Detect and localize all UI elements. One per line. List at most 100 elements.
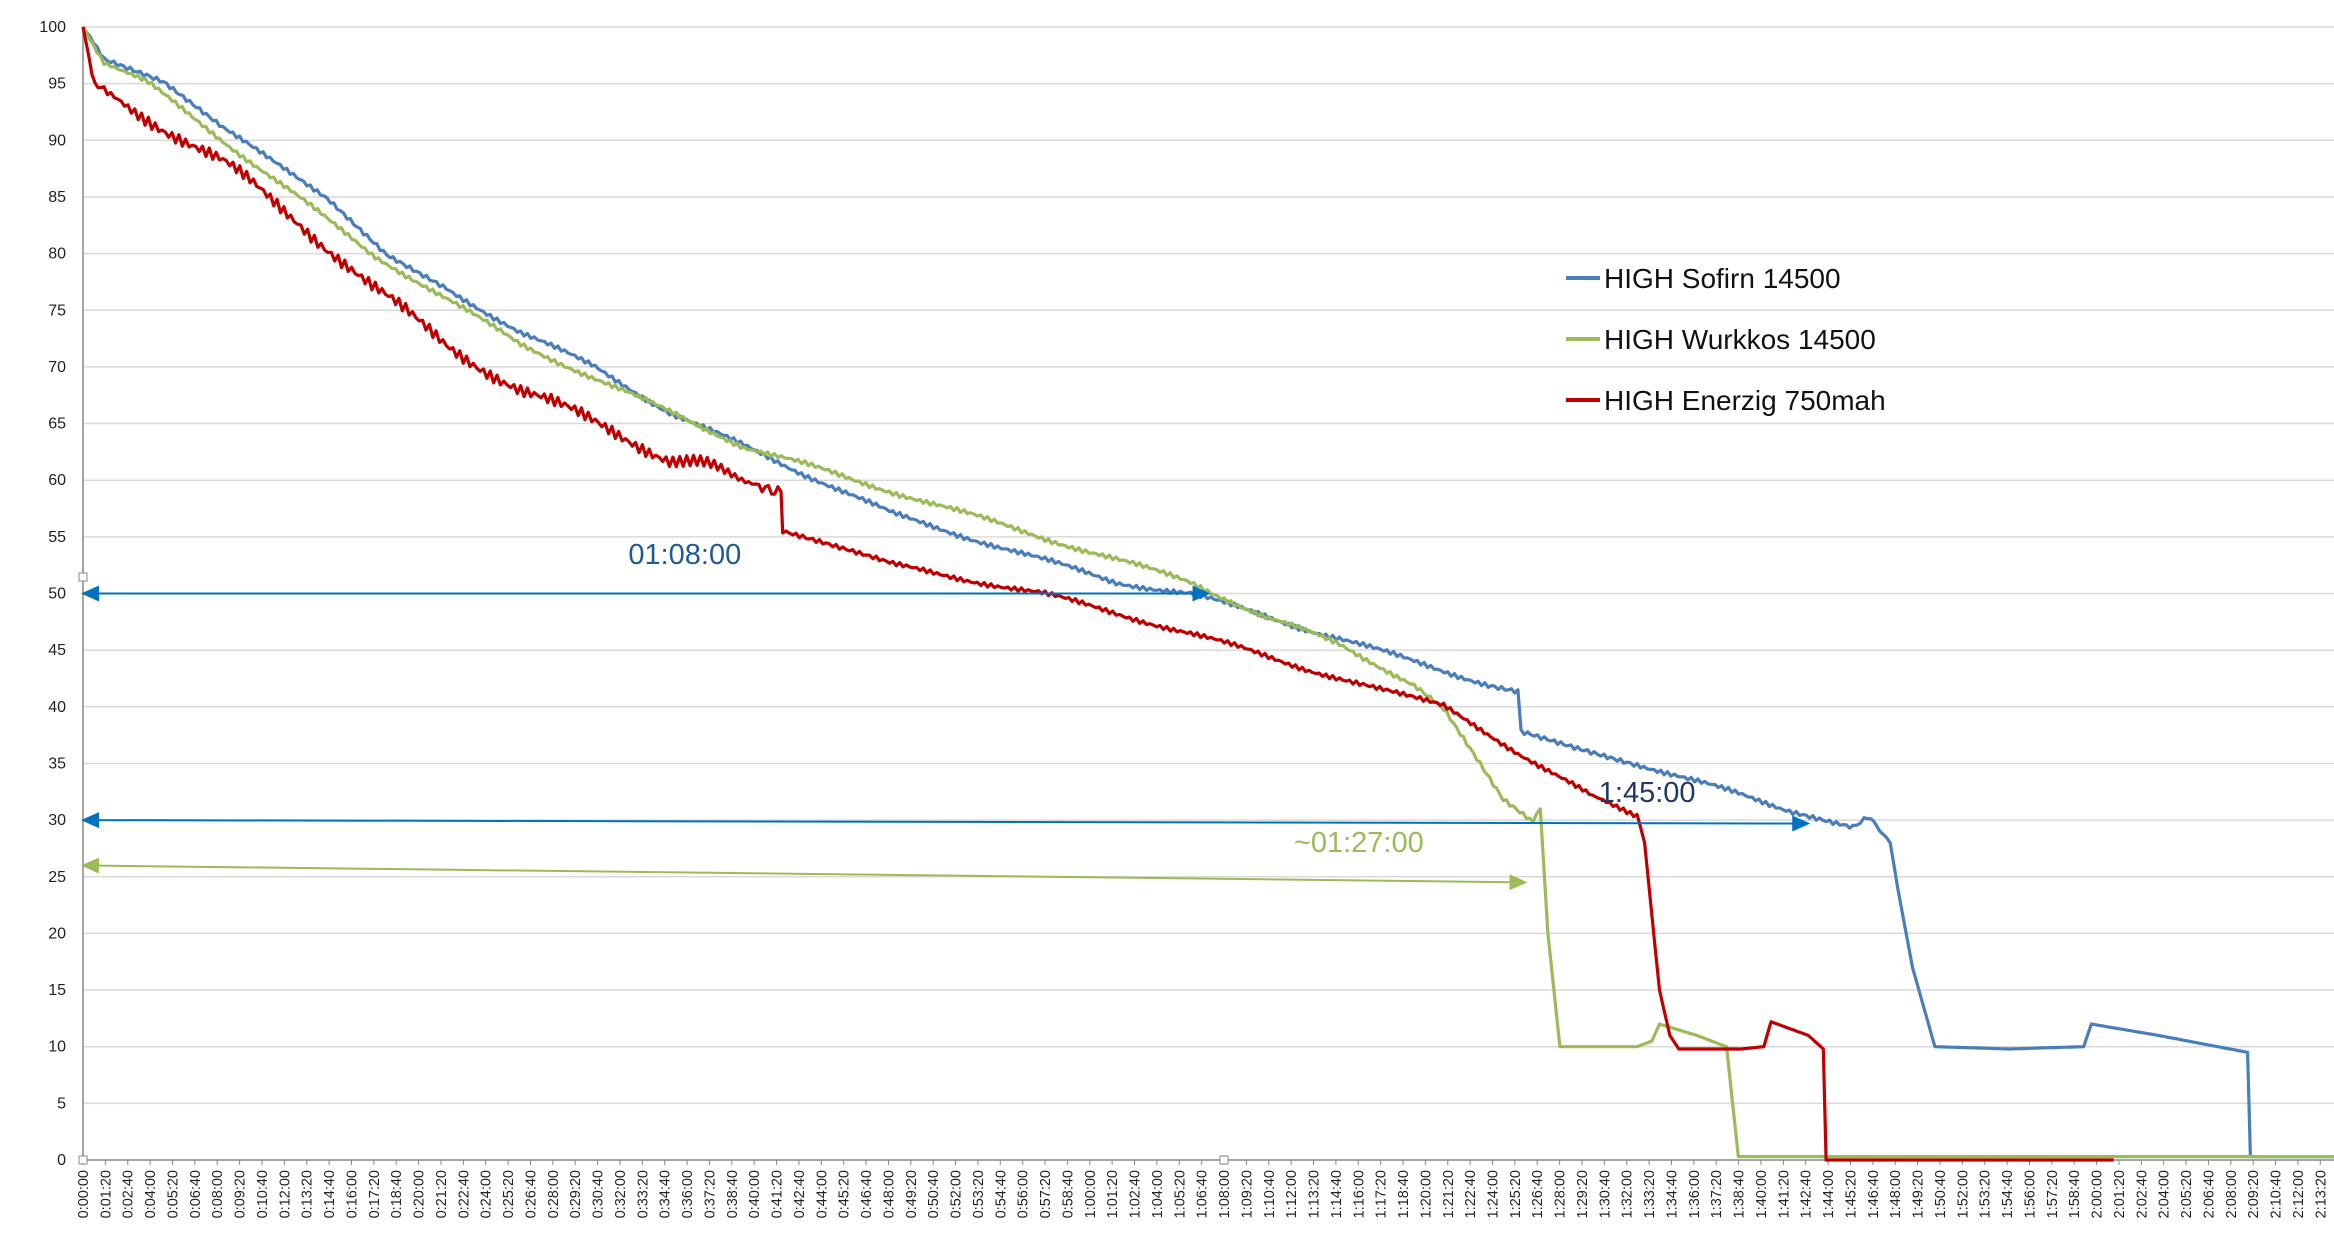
x-tick-label: 1:25:20 [1508, 1170, 1524, 1218]
y-tick-label: 60 [48, 472, 66, 489]
x-tick-label: 1:56:00 [2022, 1170, 2038, 1218]
x-tick-label: 1:58:40 [2067, 1170, 2083, 1218]
x-tick-label: 1:14:40 [1329, 1170, 1345, 1218]
x-tick-label: 1:06:40 [1195, 1170, 1211, 1218]
x-tick-label: 1:10:40 [1262, 1170, 1278, 1218]
x-tick-label: 0:33:20 [635, 1170, 651, 1218]
y-tick-label: 0 [57, 1152, 66, 1169]
x-tick-label: 1:00:00 [1083, 1170, 1099, 1218]
x-tick-label: 0:28:00 [546, 1170, 562, 1218]
x-tick-label: 1:41:20 [1776, 1170, 1792, 1218]
series-line-2 [81, 25, 2334, 1159]
x-tick-label: 1:52:00 [1955, 1170, 1971, 1218]
x-tick-label: 1:34:40 [1664, 1170, 1680, 1218]
x-tick-label: 1:09:20 [1239, 1170, 1255, 1218]
x-tick-label: 2:06:40 [2201, 1170, 2217, 1218]
x-tick-label: 0:21:20 [434, 1170, 450, 1218]
x-tick-label: 0:05:20 [165, 1170, 181, 1218]
x-tick-label: 0:41:20 [770, 1170, 786, 1218]
x-tick-label: 0:30:40 [591, 1170, 607, 1218]
x-tick-label: 0:44:00 [814, 1170, 830, 1218]
x-tick-label: 1:16:00 [1351, 1170, 1367, 1218]
x-tick-label: 1:17:20 [1374, 1170, 1390, 1218]
x-tick-label: 1:33:20 [1642, 1170, 1658, 1218]
x-tick-label: 0:06:40 [188, 1170, 204, 1218]
x-tick-label: 0:48:00 [881, 1170, 897, 1218]
y-tick-label: 85 [48, 189, 66, 206]
x-tick-label: 0:54:40 [993, 1170, 1009, 1218]
x-tick-label: 2:12:00 [2291, 1170, 2307, 1218]
x-tick-label: 1:20:00 [1418, 1170, 1434, 1218]
x-tick-label: 1:38:40 [1732, 1170, 1748, 1218]
x-tick-label: 0:09:20 [233, 1170, 249, 1218]
y-tick-label: 70 [48, 359, 66, 376]
x-tick-label: 1:57:20 [2045, 1170, 2061, 1218]
x-tick-label: 0:57:20 [1038, 1170, 1054, 1218]
y-tick-label: 90 [48, 132, 66, 149]
y-tick-label: 75 [48, 302, 66, 319]
x-tick-label: 1:54:40 [2000, 1170, 2016, 1218]
x-tick-label: 0:16:00 [344, 1170, 360, 1218]
x-tick-label: 1:30:40 [1597, 1170, 1613, 1218]
x-tick-label: 0:42:40 [792, 1170, 808, 1218]
x-tick-label: 1:48:00 [1888, 1170, 1904, 1218]
x-tick-label: 0:17:20 [367, 1170, 383, 1218]
x-tick-label: 0:53:20 [971, 1170, 987, 1218]
series-line-3 [81, 26, 2114, 1162]
x-tick-label: 1:29:20 [1575, 1170, 1591, 1218]
y-tick-label: 30 [48, 812, 66, 829]
x-tick-label: 1:49:20 [1911, 1170, 1927, 1218]
x-tick-label: 0:50:40 [926, 1170, 942, 1218]
legend-label: HIGH Wurkkos 14500 [1604, 324, 1876, 355]
x-tick-label: 0:45:20 [837, 1170, 853, 1218]
x-tick-label: 0:52:00 [949, 1170, 965, 1218]
x-tick-label: 1:53:20 [1978, 1170, 1994, 1218]
x-tick-label: 0:20:00 [412, 1170, 428, 1218]
x-axis: 0:00:00 0:01:20 0:02:40 0:04:00 0:05:20 0:06:… [76, 1159, 2334, 1218]
annotation-label: ~01:27:00 [1294, 827, 1424, 859]
y-tick-label: 25 [48, 869, 66, 886]
x-tick-label: 1:08:00 [1217, 1170, 1233, 1218]
selection-handle[interactable] [1219, 1155, 1229, 1165]
y-tick-label: 5 [57, 1095, 66, 1112]
x-tick-label: 0:58:40 [1060, 1170, 1076, 1218]
x-tick-label: 2:00:00 [2090, 1170, 2106, 1218]
x-tick-label: 1:28:00 [1553, 1170, 1569, 1218]
y-tick-label: 40 [48, 699, 66, 716]
legend-label: HIGH Enerzig 750mah [1604, 385, 1886, 416]
x-tick-label: 0:12:00 [277, 1170, 293, 1218]
y-tick-label: 100 [39, 19, 66, 36]
y-tick-label: 65 [48, 416, 66, 433]
x-tick-label: 0:10:40 [255, 1170, 271, 1218]
y-tick-label: 45 [48, 642, 66, 659]
x-tick-label: 1:36:00 [1687, 1170, 1703, 1218]
x-tick-label: 1:22:40 [1463, 1170, 1479, 1218]
y-tick-label: 50 [48, 586, 66, 603]
y-tick-label: 10 [48, 1039, 66, 1056]
x-tick-label: 1:02:40 [1128, 1170, 1144, 1218]
x-tick-label: 2:02:40 [2134, 1170, 2150, 1218]
y-tick-label: 35 [48, 755, 66, 772]
x-tick-label: 1:42:40 [1799, 1170, 1815, 1218]
x-tick-label: 2:09:20 [2246, 1170, 2262, 1218]
x-tick-label: 1:21:20 [1441, 1170, 1457, 1218]
x-tick-label: 0:37:20 [702, 1170, 718, 1218]
x-tick-label: 1:37:20 [1709, 1170, 1725, 1218]
selection-handles[interactable] [78, 572, 1229, 1165]
annotation-arrow [81, 812, 1811, 832]
x-tick-label: 2:10:40 [2269, 1170, 2285, 1218]
x-tick-label: 0:36:00 [680, 1170, 696, 1218]
y-tick-label: 80 [48, 246, 66, 263]
selection-handle[interactable] [78, 572, 88, 582]
x-tick-label: 0:34:40 [658, 1170, 674, 1218]
x-tick-label: 0:22:40 [456, 1170, 472, 1218]
x-tick-label: 1:32:00 [1620, 1170, 1636, 1218]
annotation-arrow [81, 857, 1528, 891]
selection-handle[interactable] [78, 1155, 88, 1165]
annotation-label: 1:45:00 [1599, 777, 1696, 809]
x-tick-label: 0:13:20 [300, 1170, 316, 1218]
x-tick-label: 0:00:00 [76, 1170, 92, 1218]
legend: HIGH Sofirn 14500 HIGH Wurkkos 14500 HIGH … [1566, 263, 1886, 416]
x-tick-label: 0:02:40 [121, 1170, 137, 1218]
